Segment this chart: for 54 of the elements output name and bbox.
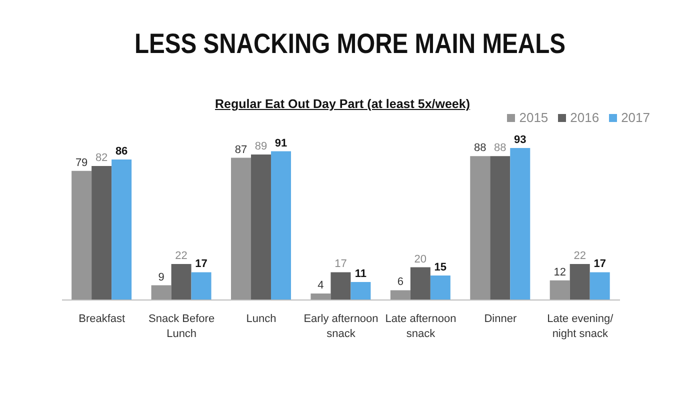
bar [510, 148, 530, 300]
bar [330, 272, 351, 300]
data-label: 22 [574, 250, 586, 262]
bar [430, 275, 450, 300]
bar [72, 170, 92, 300]
data-label: 87 [234, 144, 248, 156]
bar [350, 282, 371, 300]
bar [151, 285, 172, 300]
legend-label: 2016 [570, 110, 600, 125]
data-label: 17 [195, 258, 208, 270]
bar [550, 280, 570, 300]
bar [230, 158, 251, 300]
data-label: 12 [554, 266, 566, 278]
x-tick-label: Snack Before Lunch [148, 313, 215, 340]
bar [191, 272, 212, 300]
data-label: 20 [414, 253, 427, 266]
data-label: 79 [75, 156, 88, 169]
bar [590, 272, 610, 300]
bar [112, 159, 132, 300]
x-tick-label: Dinner [484, 313, 517, 325]
legend-label: 2017 [621, 110, 650, 125]
bar [310, 293, 331, 300]
data-label: 15 [434, 261, 447, 274]
data-label: 17 [594, 258, 606, 270]
x-tick-label: Lunch [246, 313, 276, 325]
bar [92, 166, 112, 300]
x-tick-label: Late afternoon snack [385, 313, 456, 340]
data-label: 4 [318, 279, 324, 292]
bar [490, 156, 510, 300]
data-label: 88 [494, 142, 506, 154]
x-tick-label: Breakfast [78, 313, 126, 325]
data-label: 88 [474, 142, 486, 154]
bar [270, 151, 291, 300]
data-label: 86 [115, 145, 128, 158]
data-label: 11 [354, 268, 367, 280]
chart-title: LESS SNACKING MORE MAIN MEALS [133, 28, 567, 60]
x-tick-label: Early afternoon snack [304, 313, 378, 340]
bar [390, 290, 410, 300]
data-label: 89 [254, 140, 268, 153]
bar [171, 264, 192, 300]
bar [250, 154, 271, 300]
data-label: 82 [95, 152, 108, 164]
bar [470, 156, 490, 300]
data-label: 93 [514, 134, 526, 146]
data-label: 17 [334, 258, 347, 270]
data-label: 9 [158, 271, 164, 284]
chart-subtitle: Regular Eat Out Day Part (at least 5x/week) [214, 97, 470, 111]
bar [570, 264, 590, 300]
data-label: 91 [274, 137, 288, 150]
bar [410, 267, 430, 300]
x-tick-label: Late evening/ night snack [547, 313, 614, 340]
data-label: 6 [397, 276, 404, 288]
data-label: 22 [175, 250, 188, 262]
legend-label: 2015 [519, 110, 548, 125]
